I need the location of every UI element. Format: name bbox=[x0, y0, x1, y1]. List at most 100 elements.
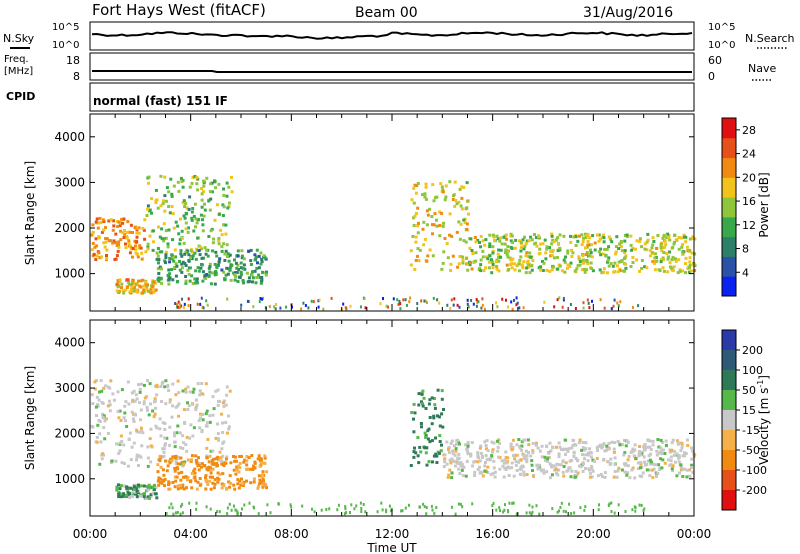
echo-cell bbox=[560, 501, 563, 505]
echo-cell bbox=[146, 456, 150, 460]
echo-cell bbox=[581, 453, 584, 457]
echo-cell bbox=[153, 397, 157, 401]
echo-cell bbox=[428, 416, 432, 419]
power-x-ticks bbox=[89, 114, 695, 311]
echo-cell bbox=[620, 259, 624, 262]
echo-cell bbox=[102, 414, 106, 418]
echo-cell bbox=[216, 403, 220, 407]
echo-cell bbox=[430, 504, 433, 508]
echo-cell bbox=[175, 280, 179, 284]
echo-cell bbox=[171, 382, 175, 386]
echo-cell bbox=[495, 301, 498, 305]
echo-cell bbox=[205, 454, 209, 458]
echo-cell bbox=[457, 452, 461, 456]
echo-cell bbox=[607, 235, 611, 239]
echo-cell bbox=[362, 503, 365, 506]
velocity-scatter-cells bbox=[90, 379, 697, 516]
echo-cell bbox=[607, 441, 611, 445]
echo-cell bbox=[637, 304, 640, 308]
echo-cell bbox=[586, 298, 589, 302]
echo-cell bbox=[531, 259, 535, 262]
echo-cell bbox=[236, 464, 240, 468]
echo-cell bbox=[118, 449, 122, 453]
echo-cell bbox=[424, 185, 428, 189]
echo-cell bbox=[469, 454, 473, 458]
echo-cell bbox=[659, 246, 663, 250]
echo-cell bbox=[131, 494, 135, 498]
echo-cell bbox=[168, 487, 172, 491]
echo-cell bbox=[236, 263, 240, 267]
echo-cell bbox=[198, 477, 202, 480]
echo-cell bbox=[620, 468, 624, 472]
echo-cell bbox=[656, 234, 660, 237]
echo-cell bbox=[269, 511, 272, 515]
echo-cell bbox=[415, 184, 419, 187]
echo-cell bbox=[438, 210, 442, 214]
echo-cell bbox=[466, 444, 470, 448]
echo-cell bbox=[252, 480, 256, 484]
echo-cell bbox=[255, 248, 259, 252]
echo-cell bbox=[117, 240, 121, 244]
echo-cell bbox=[194, 454, 198, 458]
echo-cell bbox=[598, 268, 602, 272]
echo-cell bbox=[256, 261, 259, 265]
echo-cell bbox=[174, 456, 178, 460]
echo-cell bbox=[617, 260, 621, 264]
echo-cell bbox=[92, 252, 96, 256]
echo-cell bbox=[447, 451, 451, 454]
echo-cell bbox=[105, 248, 109, 252]
echo-cell bbox=[186, 476, 190, 479]
echo-cell bbox=[517, 460, 520, 464]
echo-cell bbox=[216, 463, 219, 467]
echo-cell bbox=[177, 402, 181, 406]
echo-cell bbox=[118, 278, 122, 282]
echo-cell bbox=[434, 196, 437, 200]
echo-cell bbox=[170, 415, 174, 419]
echo-cell bbox=[177, 305, 180, 309]
echo-cell bbox=[495, 265, 499, 268]
echo-cell bbox=[449, 262, 453, 266]
echo-cell bbox=[450, 505, 453, 509]
echo-cell bbox=[153, 399, 157, 403]
echo-cell bbox=[175, 264, 179, 268]
echo-cell bbox=[681, 475, 685, 478]
echo-cell bbox=[531, 441, 535, 445]
echo-cell bbox=[402, 298, 405, 302]
echo-cell bbox=[181, 511, 184, 515]
echo-cell bbox=[201, 279, 205, 283]
echo-cell bbox=[207, 235, 211, 238]
echo-cell bbox=[554, 466, 558, 470]
echo-cell bbox=[154, 188, 158, 192]
echo-cell bbox=[421, 389, 425, 393]
echo-cell bbox=[615, 235, 619, 239]
echo-cell bbox=[125, 230, 129, 234]
echo-cell bbox=[240, 256, 244, 260]
echo-cell bbox=[196, 177, 200, 181]
echo-cell bbox=[690, 251, 694, 255]
echo-cell bbox=[242, 460, 246, 464]
echo-cell bbox=[100, 255, 104, 259]
echo-cell bbox=[135, 428, 139, 432]
echo-cell bbox=[451, 449, 455, 453]
echo-cell bbox=[275, 303, 277, 306]
echo-cell bbox=[564, 438, 568, 442]
echo-cell bbox=[353, 507, 356, 511]
echo-cell bbox=[158, 417, 162, 421]
echo-cell bbox=[211, 271, 214, 275]
echo-cell bbox=[130, 287, 133, 291]
echo-cell bbox=[528, 503, 531, 507]
echo-cell bbox=[453, 460, 457, 464]
echo-cell bbox=[115, 289, 119, 293]
echo-cell bbox=[259, 262, 263, 266]
echo-cell bbox=[480, 456, 484, 459]
echo-cell bbox=[645, 266, 649, 270]
echo-cell bbox=[208, 262, 212, 266]
echo-cell bbox=[166, 245, 170, 249]
y-tick-label: 4000 bbox=[54, 336, 85, 350]
echo-cell bbox=[690, 269, 694, 273]
echo-cell bbox=[618, 242, 622, 246]
echo-cell bbox=[683, 451, 686, 455]
echo-cell bbox=[642, 445, 646, 449]
echo-cell bbox=[115, 254, 119, 258]
echo-cell bbox=[129, 247, 133, 251]
